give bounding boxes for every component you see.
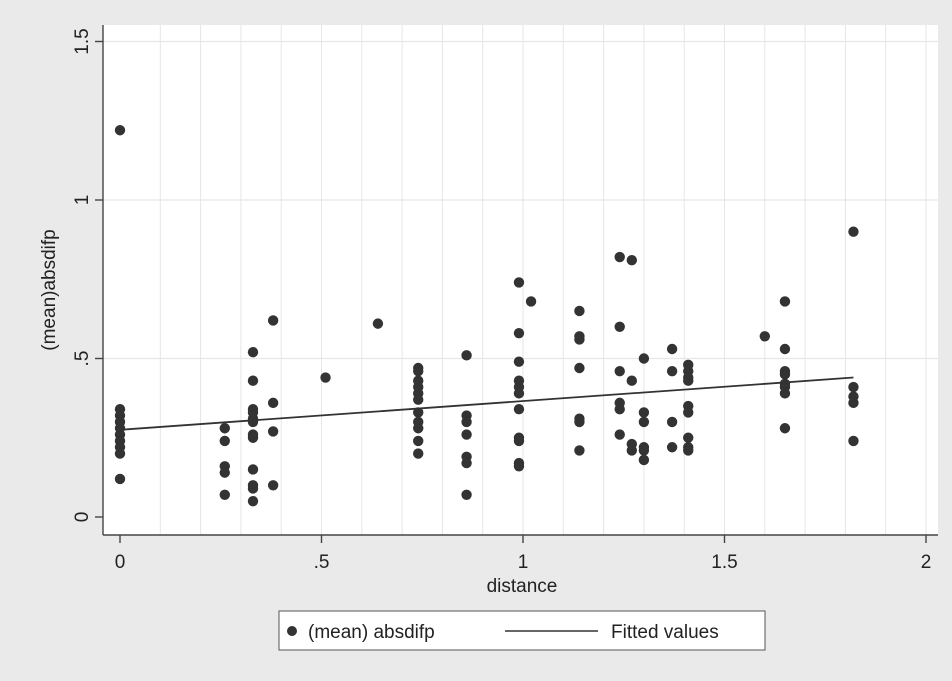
data-point: [626, 445, 638, 456]
data-point: [513, 461, 525, 472]
data-point: [413, 423, 424, 434]
data-point: [666, 416, 678, 428]
data-point: [779, 388, 791, 399]
data-point: [574, 334, 585, 345]
data-point: [638, 454, 650, 466]
data-point: [626, 255, 638, 266]
x-tick-label: 0: [115, 552, 126, 573]
data-point: [513, 404, 525, 415]
y-tick-label: .5: [72, 351, 93, 367]
data-point: [513, 327, 525, 339]
data-point: [666, 442, 678, 453]
data-point: [114, 448, 126, 459]
data-point: [219, 467, 230, 478]
data-point: [574, 416, 585, 428]
data-point: [513, 356, 525, 367]
data-point: [247, 375, 259, 386]
grid-lines: [103, 25, 938, 535]
x-tick-label: 2: [921, 552, 932, 573]
data-point: [247, 432, 259, 443]
data-point: [638, 407, 650, 418]
data-point: [638, 353, 650, 364]
data-point: [413, 365, 424, 377]
legend-marker-dot: [287, 626, 297, 636]
x-tick-label: 1: [518, 552, 529, 573]
data-point: [461, 350, 472, 361]
data-point: [614, 404, 625, 415]
data-point: [247, 464, 259, 475]
legend-label-fitted-values: Fitted values: [611, 622, 719, 643]
scatter-series: [114, 125, 859, 507]
x-tick-label: 1.5: [711, 552, 737, 573]
y-tick-label: 1: [72, 195, 93, 206]
x-tick-label: .5: [314, 552, 330, 573]
data-point: [848, 435, 859, 447]
data-point: [247, 495, 259, 507]
data-point: [779, 423, 791, 434]
data-point: [666, 343, 678, 355]
data-point: [574, 362, 585, 374]
data-point: [614, 365, 625, 377]
data-point: [247, 416, 259, 428]
data-point: [413, 435, 424, 447]
data-point: [219, 435, 230, 447]
data-point: [525, 296, 537, 307]
legend-label-mean-absdifp: (mean) absdifp: [308, 622, 435, 643]
data-point: [461, 489, 472, 501]
data-point: [779, 296, 791, 307]
data-point: [574, 445, 585, 456]
data-point: [114, 125, 126, 136]
data-point: [626, 375, 638, 386]
data-point: [759, 331, 770, 342]
axis-ticks: 0 .5 1 1.5 2 0 .5 1 1.5: [72, 28, 931, 573]
data-point: [372, 318, 384, 329]
data-point: [848, 226, 859, 237]
data-point: [779, 343, 791, 355]
fitted-values-line: [119, 376, 854, 431]
data-point: [413, 394, 424, 405]
legend: (mean) absdifp Fitted values: [278, 610, 766, 651]
data-point: [320, 372, 331, 383]
data-point: [638, 445, 650, 456]
x-axis-title: distance: [487, 576, 558, 597]
data-point: [638, 416, 650, 428]
data-point: [513, 277, 525, 288]
data-point: [219, 489, 230, 501]
data-point: [574, 305, 585, 317]
data-point: [614, 429, 625, 440]
data-point: [683, 375, 694, 386]
data-point: [779, 369, 791, 380]
data-point: [848, 397, 859, 409]
data-point: [267, 397, 279, 409]
data-point: [219, 423, 230, 434]
fitted-values-series: [119, 376, 854, 431]
data-point: [666, 365, 678, 377]
data-point: [461, 416, 472, 428]
y-tick-label: 1.5: [72, 28, 93, 54]
data-point: [267, 480, 279, 491]
data-point: [848, 381, 859, 393]
data-point: [247, 483, 259, 494]
data-point: [513, 435, 525, 447]
axes: [102, 25, 938, 536]
data-point: [513, 388, 525, 399]
data-point: [461, 429, 472, 440]
data-point: [614, 251, 625, 263]
data-point: [683, 445, 694, 456]
y-tick-label: 0: [72, 512, 93, 523]
data-point: [114, 473, 126, 485]
data-point: [683, 407, 694, 418]
data-point: [267, 426, 279, 437]
y-axis-title: (mean)absdifp: [39, 229, 60, 350]
data-point: [614, 321, 625, 332]
data-point: [683, 432, 694, 443]
data-point: [461, 457, 472, 469]
data-point: [267, 315, 279, 326]
data-point: [247, 346, 259, 358]
data-point: [413, 448, 424, 459]
data-point: [413, 407, 424, 418]
